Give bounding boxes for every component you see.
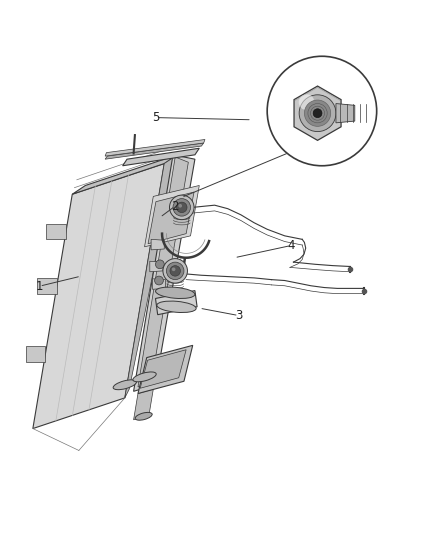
Circle shape [155,260,164,269]
Polygon shape [151,239,164,250]
Polygon shape [140,350,186,388]
Polygon shape [125,155,177,398]
Polygon shape [26,346,46,362]
Polygon shape [152,279,166,289]
Circle shape [173,199,191,216]
Polygon shape [134,155,195,391]
Ellipse shape [133,372,156,382]
Polygon shape [150,261,163,272]
Circle shape [299,94,314,110]
Circle shape [267,56,377,166]
Polygon shape [33,164,164,429]
Polygon shape [123,148,199,166]
Ellipse shape [155,287,195,298]
Polygon shape [138,345,193,393]
Polygon shape [37,278,57,294]
Circle shape [178,204,182,208]
Polygon shape [105,140,205,156]
Polygon shape [294,86,341,140]
Polygon shape [134,389,153,420]
Ellipse shape [135,413,152,420]
Text: 5: 5 [152,111,159,124]
Text: 3: 3 [235,309,242,322]
Text: 1: 1 [35,280,43,293]
Text: 2: 2 [171,199,179,213]
Polygon shape [155,290,197,314]
Ellipse shape [113,380,137,390]
Circle shape [166,262,184,280]
Circle shape [299,95,336,132]
Circle shape [155,276,163,285]
Circle shape [172,268,176,271]
Circle shape [304,100,331,126]
Polygon shape [46,223,66,239]
Circle shape [177,202,187,213]
Circle shape [170,195,194,220]
Circle shape [170,265,180,276]
Text: 4: 4 [287,239,295,252]
Polygon shape [72,155,177,194]
Polygon shape [336,103,355,123]
Polygon shape [105,143,204,159]
Polygon shape [145,185,199,247]
Circle shape [163,259,187,283]
Circle shape [313,109,322,118]
Ellipse shape [157,301,196,312]
Polygon shape [148,192,194,244]
Polygon shape [138,157,188,387]
